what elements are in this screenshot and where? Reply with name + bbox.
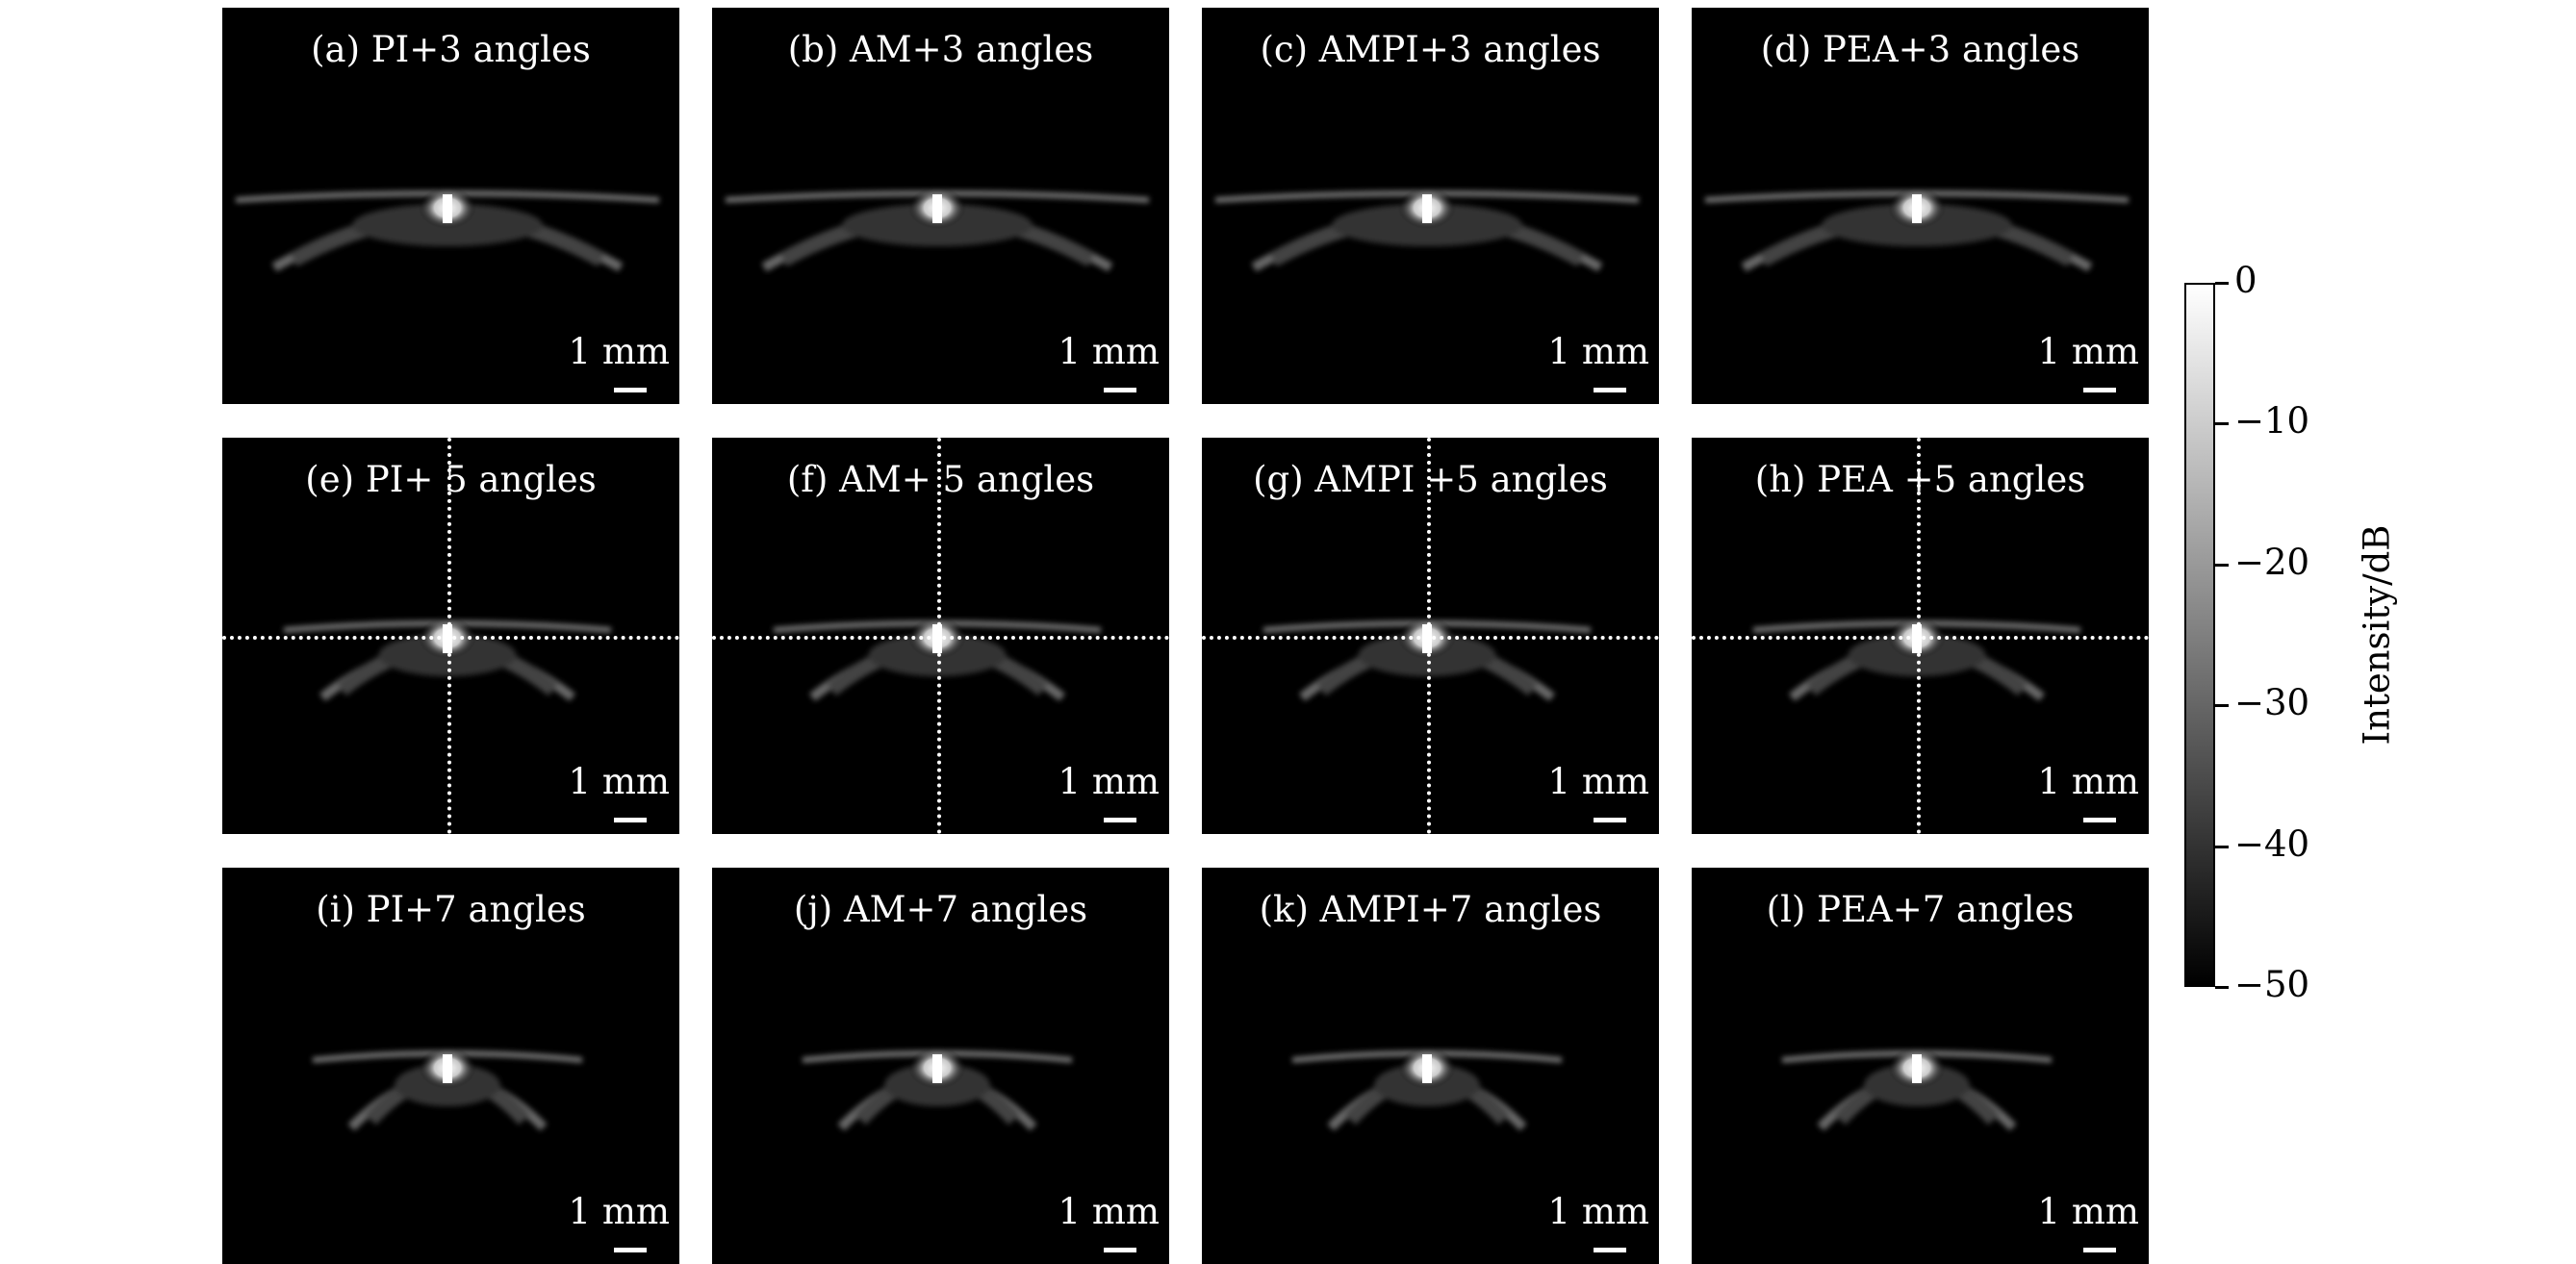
scale-bar-label: 1 mm	[568, 1191, 670, 1232]
colorbar-tick	[2215, 422, 2229, 426]
scale-bar	[1104, 818, 1136, 822]
panel-title: (f) AM+ 5 angles	[786, 459, 1095, 500]
psf-image	[1781, 1047, 2053, 1131]
crosshair-vertical	[1427, 438, 1431, 834]
psf-image	[725, 187, 1150, 272]
psf-image	[802, 1047, 1073, 1131]
psf-image	[1291, 1047, 1563, 1131]
colorbar-tick	[2215, 282, 2229, 285]
colorbar-tick-label: −10	[2234, 400, 2310, 442]
psf-panel: (j) AM+7 angles 1 mm	[712, 868, 1169, 1264]
psf-panel: (l) PEA+7 angles 1 mm	[1692, 868, 2149, 1264]
psf-image	[1214, 187, 1640, 272]
scale-bar	[1594, 818, 1626, 822]
scale-bar	[614, 818, 647, 822]
scale-bar	[2083, 818, 2116, 822]
psf-panel: (b) AM+3 angles 1 mm	[712, 8, 1169, 404]
panel-title: (g) AMPI +5 angles	[1253, 459, 1608, 500]
colorbar	[2184, 283, 2215, 987]
colorbar-tick-label: −30	[2234, 682, 2310, 724]
colorbar-tick	[2215, 986, 2229, 989]
panel-title: (l) PEA+7 angles	[1766, 889, 2075, 930]
colorbar-title: Intensity/dB	[2356, 524, 2398, 746]
scale-bar-label: 1 mm	[1058, 1191, 1160, 1232]
panel-title: (a) PI+3 angles	[311, 29, 591, 70]
psf-panel: (e) PI+ 5 angles 1 mm	[222, 438, 679, 834]
scale-bar	[1594, 388, 1626, 392]
scale-bar	[2083, 1248, 2116, 1252]
psf-image	[235, 187, 660, 272]
colorbar-tick-label: 0	[2234, 260, 2257, 301]
psf-panel: (h) PEA +5 angles 1 mm	[1692, 438, 2149, 834]
psf-panel: (k) AMPI+7 angles 1 mm	[1202, 868, 1659, 1264]
scale-bar-label: 1 mm	[1547, 1191, 1649, 1232]
psf-image	[1704, 187, 2130, 272]
panel-title: (h) PEA +5 angles	[1754, 459, 2086, 500]
psf-panel: (a) PI+3 angles 1 mm	[222, 8, 679, 404]
crosshair-vertical	[937, 438, 941, 834]
panel-title: (c) AMPI+3 angles	[1260, 29, 1601, 70]
scale-bar-label: 1 mm	[1058, 761, 1160, 802]
psf-panel: (d) PEA+3 angles 1 mm	[1692, 8, 2149, 404]
panel-title: (i) PI+7 angles	[316, 889, 586, 930]
colorbar-tick-label: −50	[2234, 964, 2310, 1005]
colorbar-tick-label: −40	[2234, 822, 2310, 865]
scale-bar	[1104, 388, 1136, 392]
panel-title: (k) AMPI+7 angles	[1259, 889, 1602, 930]
scale-bar	[1594, 1248, 1626, 1252]
colorbar-tick	[2215, 563, 2229, 567]
scale-bar-label: 1 mm	[568, 761, 670, 802]
psf-panel: (i) PI+7 angles 1 mm	[222, 868, 679, 1264]
scale-bar-label: 1 mm	[1058, 331, 1160, 372]
scale-bar-label: 1 mm	[2037, 761, 2139, 802]
psf-panel: (g) AMPI +5 angles 1 mm	[1202, 438, 1659, 834]
crosshair-vertical	[1917, 438, 1921, 834]
scale-bar-label: 1 mm	[1547, 331, 1649, 372]
scale-bar-label: 1 mm	[1547, 761, 1649, 802]
psf-panel: (f) AM+ 5 angles 1 mm	[712, 438, 1169, 834]
panel-title: (j) AM+7 angles	[793, 889, 1088, 930]
panel-title: (b) AM+3 angles	[787, 29, 1094, 70]
scale-bar	[614, 388, 647, 392]
colorbar-tick	[2215, 845, 2229, 848]
colorbar-tick	[2215, 704, 2229, 708]
scale-bar	[2083, 388, 2116, 392]
scale-bar-label: 1 mm	[568, 331, 670, 372]
scale-bar-label: 1 mm	[2037, 331, 2139, 372]
crosshair-vertical	[447, 438, 451, 834]
panel-title: (e) PI+ 5 angles	[305, 459, 597, 500]
panel-title: (d) PEA+3 angles	[1760, 29, 2080, 70]
scale-bar	[614, 1248, 647, 1252]
scale-bar	[1104, 1248, 1136, 1252]
colorbar-tick-label: −20	[2234, 541, 2310, 583]
psf-panel: (c) AMPI+3 angles 1 mm	[1202, 8, 1659, 404]
scale-bar-label: 1 mm	[2037, 1191, 2139, 1232]
psf-image	[312, 1047, 583, 1131]
